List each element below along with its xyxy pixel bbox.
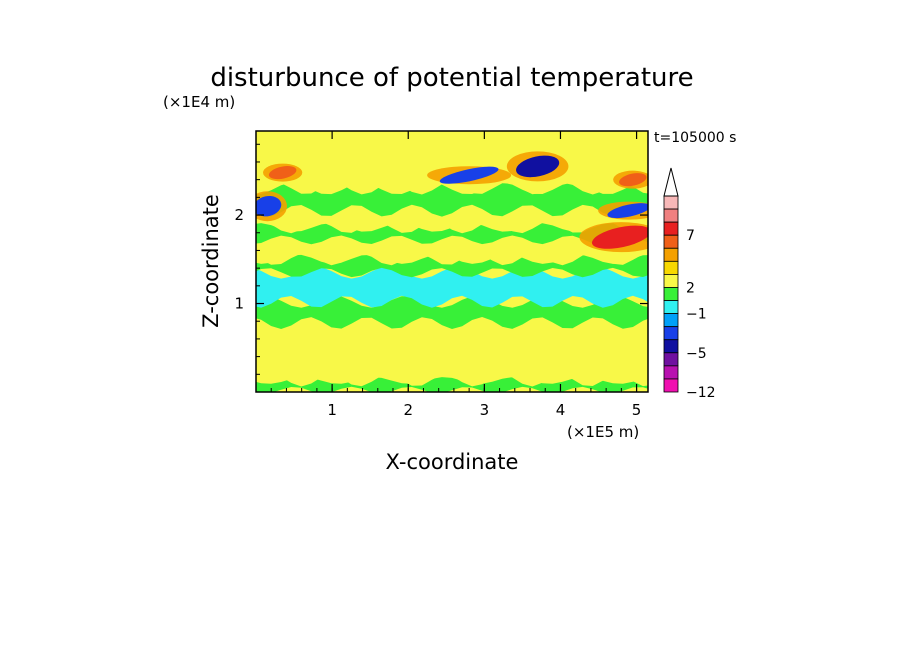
contour-band: [256, 223, 648, 245]
y-unit-label: (×1E4 m): [163, 93, 235, 111]
y-axis: 12: [234, 143, 648, 375]
x-axis: 1 2 3 4 5: [270, 131, 642, 419]
contour-band: [256, 377, 648, 392]
y-axis-label: Z-coordinate: [199, 194, 223, 328]
colorbar-swatch: [663, 326, 679, 341]
colorbar-swatch: [663, 195, 679, 210]
colorbar-swatch: [663, 234, 679, 249]
chart-title: disturbunce of potential temperature: [210, 63, 693, 93]
colorbar: 7 2 −1 −5 −12: [663, 167, 716, 401]
contour-band: [256, 204, 648, 234]
colorbar-swatch: [663, 287, 679, 301]
colorbar-swatch: [663, 247, 679, 262]
contour-feature: [268, 166, 297, 180]
contour-features: [256, 151, 648, 253]
colorbar-swatch: [663, 260, 679, 275]
contour-feature: [256, 195, 282, 217]
contour-feature: [516, 155, 560, 178]
colorbar-tick-label: 2: [686, 280, 695, 296]
colorbar-swatch: [663, 300, 679, 314]
colorbar-tick-label: −12: [686, 385, 716, 401]
plot-area: [256, 131, 648, 392]
y-tick-label: 2: [234, 206, 244, 224]
colorbar-swatch: [663, 378, 679, 393]
contour-feature: [439, 166, 499, 184]
colorbar-tick-label: 7: [686, 228, 695, 244]
contour-feature: [591, 225, 648, 249]
contour-band: [256, 317, 648, 387]
x-tick-label: 3: [480, 401, 490, 419]
colorbar-extend-arrow: [663, 167, 679, 197]
colorbar-swatch: [663, 339, 679, 354]
x-tick-label: 4: [556, 401, 566, 419]
contour-bands: [256, 131, 648, 392]
plot-frame: [255, 130, 649, 393]
colorbar-tick-label: −5: [686, 346, 707, 362]
colorbar-swatch: [663, 221, 679, 236]
colorbar-tick-label: −1: [686, 307, 707, 323]
contour-band: [256, 267, 648, 308]
colorbar-swatch: [663, 352, 679, 367]
y-tick-label: 1: [234, 295, 244, 313]
time-label: t=105000 s: [654, 130, 736, 146]
colorbar-swatch: [663, 273, 679, 288]
colorbar-swatch: [663, 208, 679, 223]
colorbar-swatch: [663, 365, 679, 380]
contour-feature: [619, 173, 647, 187]
x-tick-label: 2: [403, 401, 413, 419]
contour-band: [256, 254, 648, 278]
x-tick-label: 5: [632, 401, 642, 419]
contour-feature: [607, 203, 648, 219]
x-tick-label: 1: [327, 401, 337, 419]
x-unit-label: (×1E5 m): [567, 423, 639, 441]
colorbar-swatch: [663, 313, 679, 328]
x-axis-label: X-coordinate: [386, 450, 519, 474]
